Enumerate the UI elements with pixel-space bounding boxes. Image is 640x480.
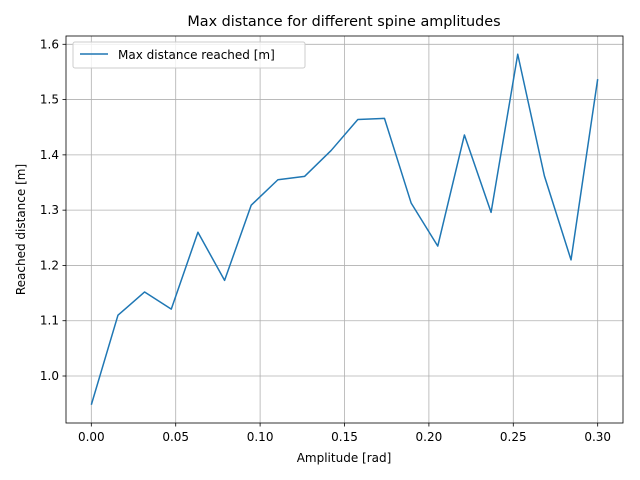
y-tick-label: 1.3 [40, 203, 59, 217]
y-tick-label: 1.5 [40, 93, 59, 107]
x-tick-label: 0.10 [247, 430, 274, 444]
chart-title: Max distance for different spine amplitu… [187, 14, 500, 30]
x-axis-label: Amplitude [rad] [297, 451, 392, 465]
y-tick-label: 1.2 [40, 258, 59, 272]
x-tick-label: 0.05 [162, 430, 189, 444]
x-axis-ticks: 0.00 0.05 0.10 0.15 0.20 0.25 0.30 [78, 423, 611, 444]
y-tick-label: 1.0 [40, 369, 59, 383]
series-layer [90, 53, 599, 405]
x-tick-label: 0.30 [584, 430, 611, 444]
x-tick-label: 0.15 [331, 430, 358, 444]
y-tick-label: 1.4 [40, 148, 59, 162]
y-tick-label: 1.6 [40, 37, 59, 51]
x-tick-label: 0.00 [78, 430, 105, 444]
x-tick-label: 0.25 [500, 430, 527, 444]
grid-lines [66, 36, 623, 423]
y-axis-label: Reached distance [m] [14, 164, 28, 295]
x-tick-label: 0.20 [416, 430, 443, 444]
y-tick-label: 1.1 [40, 314, 59, 328]
y-axis-ticks: 1.0 1.1 1.2 1.3 1.4 1.5 1.6 [40, 37, 66, 383]
series-line [90, 53, 599, 405]
legend-box [72, 41, 306, 69]
legend-label: Max distance reached [m] [118, 48, 275, 62]
legend: Max distance reached [m] [72, 41, 306, 69]
